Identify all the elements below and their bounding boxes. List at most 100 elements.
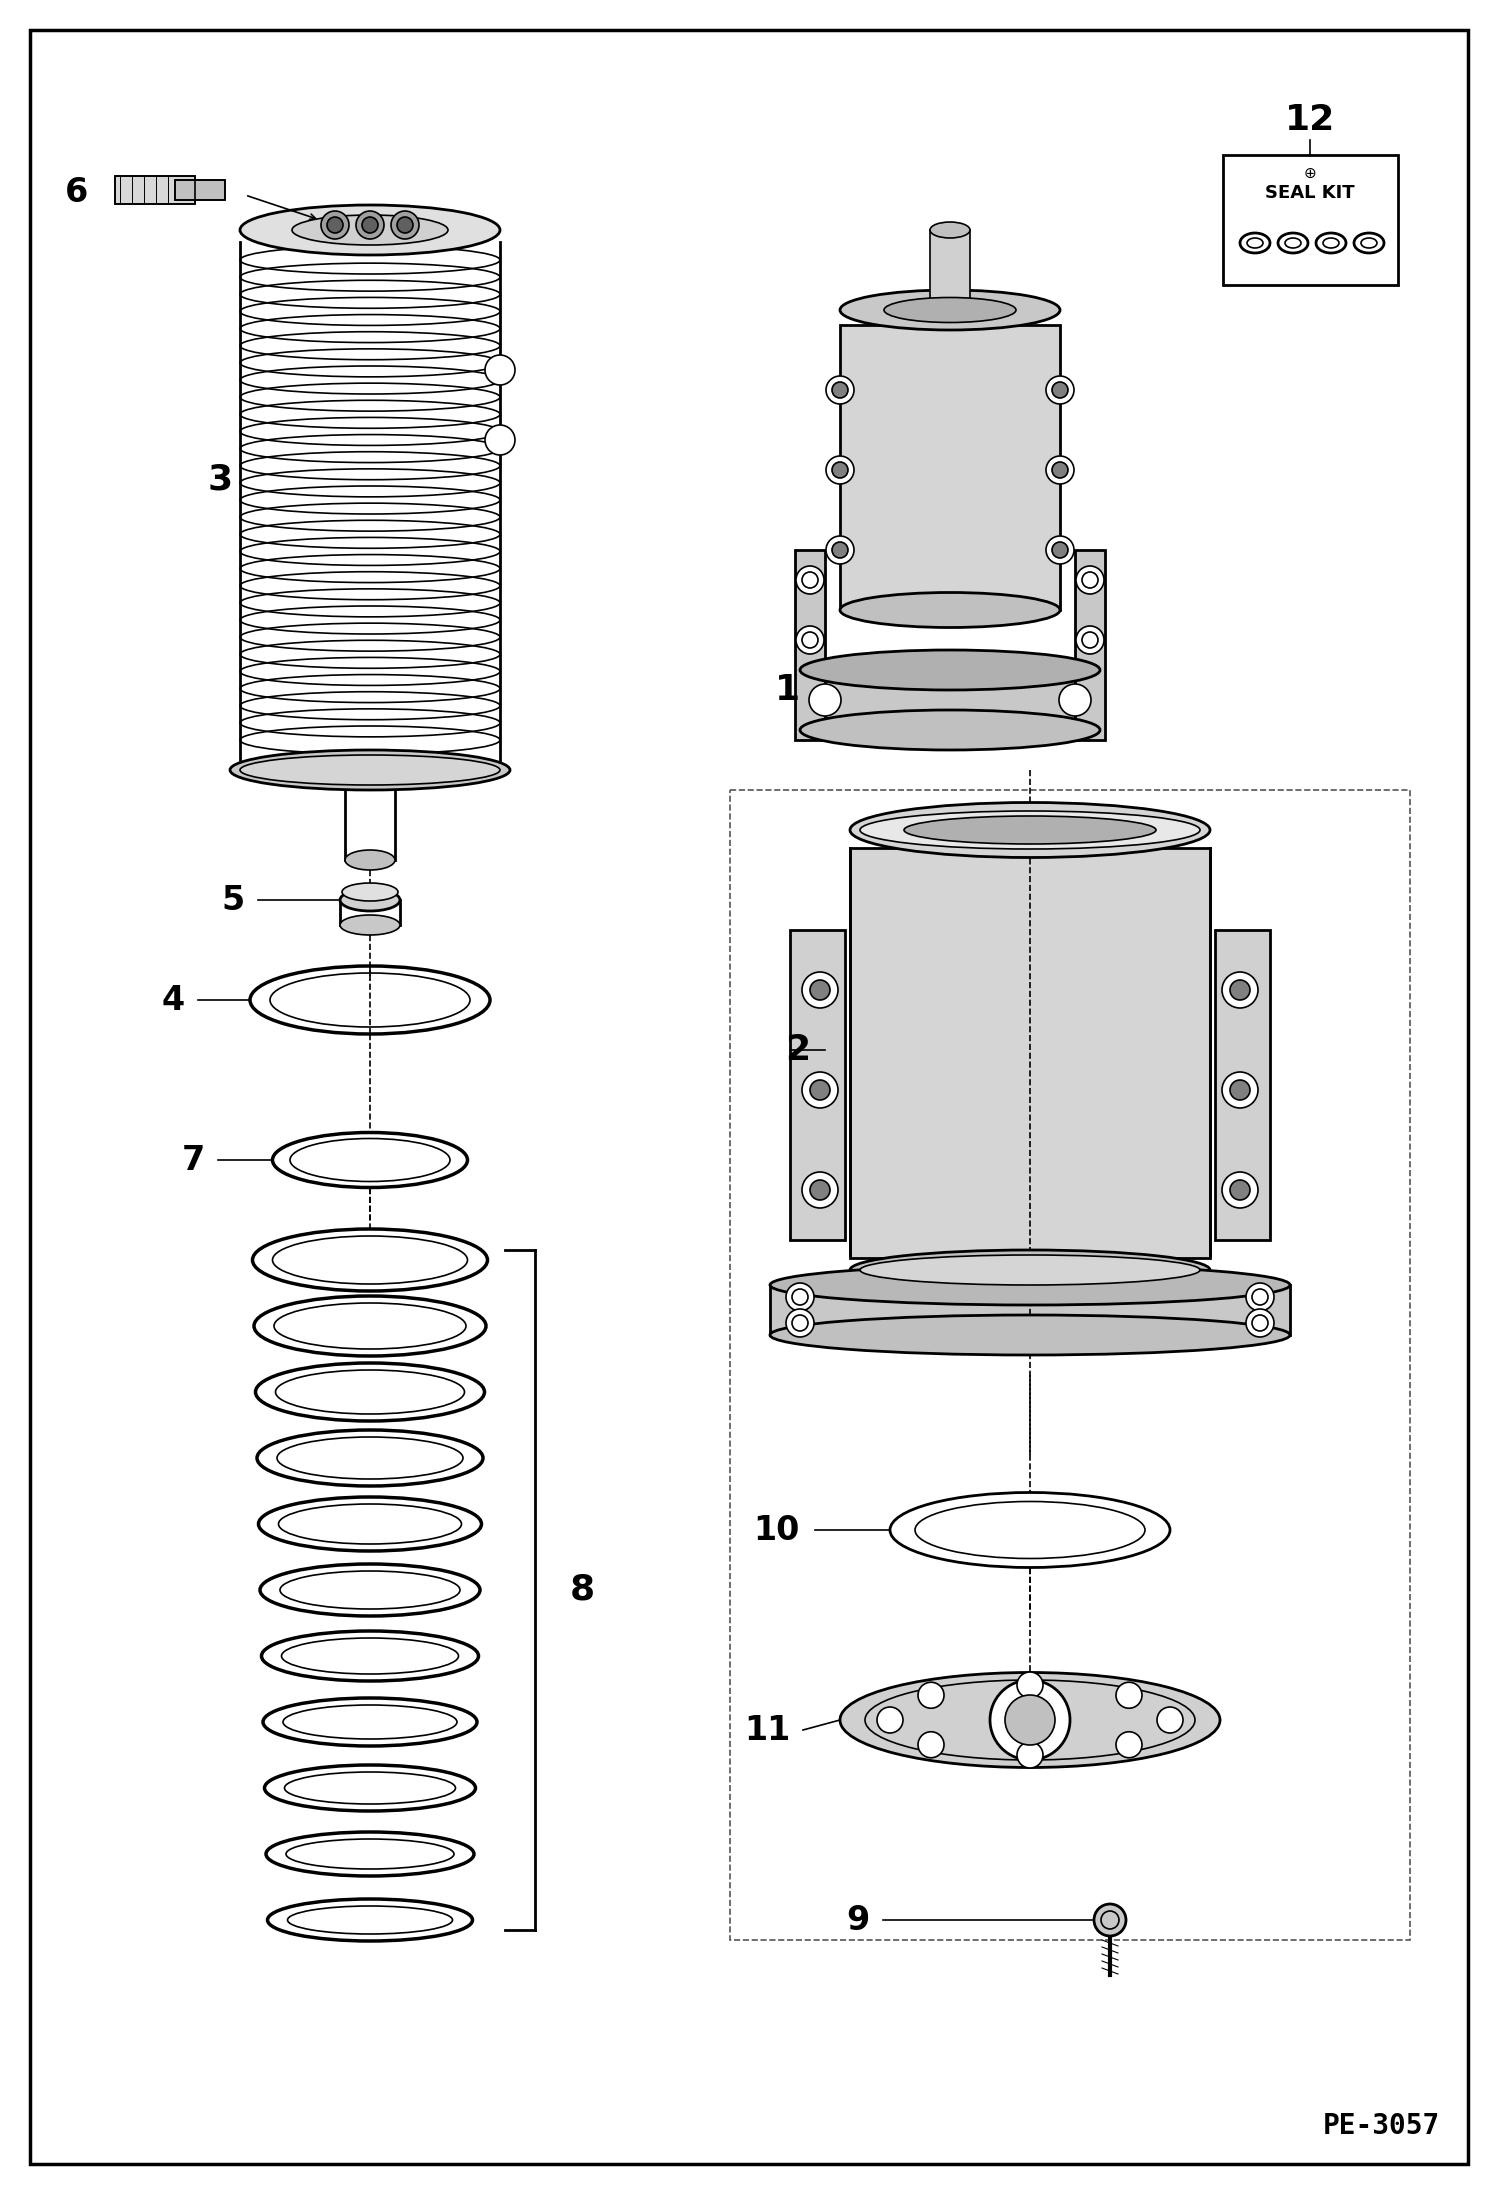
Circle shape: [363, 217, 377, 233]
Bar: [1076, 551, 1106, 739]
Circle shape: [1094, 1904, 1126, 1935]
Bar: [1215, 930, 1270, 1240]
Text: 2: 2: [785, 1033, 810, 1066]
Bar: [840, 325, 1061, 610]
Ellipse shape: [292, 215, 448, 246]
Circle shape: [1116, 1731, 1141, 1757]
Text: 4: 4: [162, 983, 184, 1016]
Circle shape: [1222, 972, 1258, 1007]
Circle shape: [327, 217, 343, 233]
Text: 6: 6: [64, 176, 88, 208]
Text: 3: 3: [207, 463, 232, 498]
Circle shape: [1005, 1696, 1055, 1744]
Circle shape: [831, 463, 848, 478]
Circle shape: [1046, 456, 1074, 485]
Circle shape: [321, 211, 349, 239]
Ellipse shape: [240, 204, 500, 255]
Circle shape: [1059, 685, 1091, 715]
Circle shape: [990, 1681, 1070, 1760]
Bar: [795, 551, 825, 739]
Circle shape: [825, 375, 854, 404]
Ellipse shape: [340, 915, 400, 935]
Circle shape: [1052, 542, 1068, 557]
Bar: [770, 1286, 1290, 1334]
Bar: [849, 849, 1210, 1257]
Circle shape: [795, 566, 824, 595]
Circle shape: [810, 1079, 830, 1099]
Circle shape: [876, 1707, 903, 1733]
Circle shape: [1046, 375, 1074, 404]
Bar: [730, 790, 1410, 1939]
Text: 5: 5: [222, 884, 246, 917]
Ellipse shape: [849, 803, 1210, 858]
Text: PE-3057: PE-3057: [1323, 2113, 1440, 2139]
Circle shape: [357, 211, 383, 239]
Circle shape: [1222, 1172, 1258, 1209]
Circle shape: [801, 1073, 837, 1108]
Circle shape: [918, 1731, 944, 1757]
Text: SEAL KIT: SEAL KIT: [1266, 184, 1354, 202]
Circle shape: [391, 211, 419, 239]
Bar: [930, 230, 971, 309]
Circle shape: [1046, 535, 1074, 564]
Ellipse shape: [345, 849, 395, 871]
Circle shape: [485, 426, 515, 454]
Text: 10: 10: [753, 1514, 800, 1547]
Circle shape: [1222, 1073, 1258, 1108]
Circle shape: [1230, 1079, 1249, 1099]
Text: 8: 8: [571, 1573, 595, 1606]
Ellipse shape: [231, 750, 509, 790]
Text: 12: 12: [1285, 103, 1335, 136]
Circle shape: [1230, 981, 1249, 1000]
Circle shape: [831, 542, 848, 557]
Circle shape: [918, 1683, 944, 1709]
Circle shape: [801, 972, 837, 1007]
Circle shape: [795, 625, 824, 654]
Text: ⊕: ⊕: [1303, 165, 1317, 180]
Circle shape: [1230, 1180, 1249, 1200]
Ellipse shape: [340, 889, 400, 911]
Bar: [175, 180, 225, 200]
Circle shape: [1116, 1683, 1141, 1709]
Ellipse shape: [342, 882, 398, 902]
Ellipse shape: [884, 298, 1016, 323]
Circle shape: [1076, 566, 1104, 595]
Text: 9: 9: [846, 1904, 870, 1937]
Circle shape: [397, 217, 413, 233]
Circle shape: [810, 1180, 830, 1200]
Bar: [1222, 156, 1398, 285]
Circle shape: [825, 535, 854, 564]
Ellipse shape: [840, 1672, 1219, 1768]
Circle shape: [1017, 1672, 1043, 1698]
Circle shape: [1076, 625, 1104, 654]
Ellipse shape: [903, 816, 1156, 845]
Bar: [789, 930, 845, 1240]
Circle shape: [1052, 463, 1068, 478]
Ellipse shape: [800, 649, 1100, 689]
Ellipse shape: [930, 222, 971, 237]
Circle shape: [1052, 382, 1068, 397]
Ellipse shape: [860, 812, 1200, 849]
Ellipse shape: [840, 290, 1061, 329]
Ellipse shape: [840, 592, 1061, 627]
Circle shape: [801, 1172, 837, 1209]
Ellipse shape: [770, 1314, 1290, 1356]
Circle shape: [1017, 1742, 1043, 1768]
Circle shape: [786, 1283, 813, 1312]
Circle shape: [1156, 1707, 1183, 1733]
Circle shape: [1246, 1310, 1273, 1336]
Circle shape: [810, 981, 830, 1000]
Circle shape: [786, 1310, 813, 1336]
Text: 7: 7: [181, 1143, 205, 1176]
Bar: [115, 176, 195, 204]
Text: 11: 11: [743, 1714, 789, 1746]
Ellipse shape: [800, 711, 1100, 750]
Bar: [175, 180, 225, 200]
Ellipse shape: [849, 1251, 1210, 1290]
Circle shape: [1246, 1283, 1273, 1312]
Ellipse shape: [860, 1255, 1200, 1286]
Circle shape: [831, 382, 848, 397]
Circle shape: [825, 456, 854, 485]
Ellipse shape: [240, 755, 500, 785]
Circle shape: [809, 685, 840, 715]
